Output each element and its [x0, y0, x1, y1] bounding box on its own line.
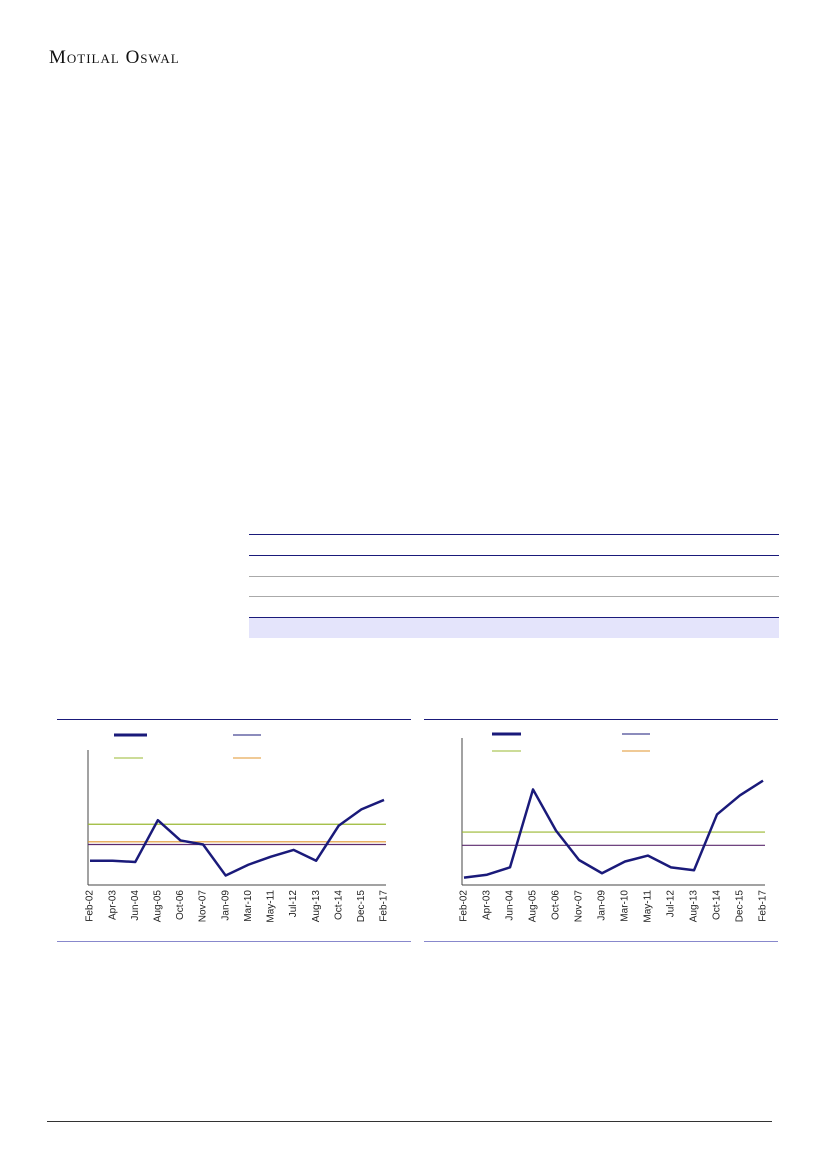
x-tick-label: Feb-17	[379, 890, 390, 922]
x-tick-label: Jul-12	[666, 890, 677, 918]
chart-rule	[424, 941, 778, 942]
x-tick-label: Mar-10	[243, 890, 254, 922]
x-tick-label: Jan-09	[597, 890, 608, 921]
x-tick-label: Oct-14	[333, 890, 344, 920]
footer-rule	[47, 1121, 772, 1122]
x-tick-label: Feb-02	[85, 890, 96, 922]
series-line	[90, 798, 385, 877]
x-tick-label: Mar-10	[620, 890, 631, 922]
chart-rule	[57, 719, 411, 720]
x-tick-label: Oct-14	[712, 890, 723, 920]
chart-rule	[57, 941, 411, 942]
x-tick-label: Aug-13	[311, 890, 322, 923]
x-tick-label: Jul-12	[288, 890, 299, 918]
brand: Motilal Oswal	[49, 47, 180, 68]
table-rule	[249, 555, 779, 556]
x-tick-label: Jun-04	[130, 890, 141, 921]
chart: Feb-02 Apr-03 Jun-04 Aug-05 Oct-06 Nov-07 Jan-…	[459, 732, 769, 923]
x-tick-label: May-11	[266, 890, 277, 923]
chart-rule	[424, 719, 778, 720]
table-total-row	[249, 617, 779, 638]
x-tick-label: Aug-05	[528, 890, 539, 923]
table-rule	[249, 534, 779, 535]
x-tick-label: Feb-17	[758, 890, 769, 922]
x-tick-label: Jan-09	[220, 890, 231, 921]
x-tick-label: Feb-02	[459, 890, 470, 922]
x-tick-label: Apr-03	[107, 890, 118, 920]
x-tick-label: Dec-15	[356, 890, 367, 923]
x-tick-label: Dec-15	[735, 890, 746, 923]
table-rule	[249, 596, 779, 597]
x-tick-label: Aug-05	[152, 890, 163, 923]
x-tick-label: Aug-13	[689, 890, 700, 923]
x-tick-label: Nov-07	[198, 890, 209, 923]
x-tick-label: Oct-06	[175, 890, 186, 920]
series-line	[463, 779, 764, 879]
x-tick-label: May-11	[643, 890, 654, 923]
table-rule	[249, 576, 779, 577]
x-tick-label: Apr-03	[482, 890, 493, 920]
x-tick-label: Nov-07	[574, 890, 585, 923]
x-tick-label: Oct-06	[551, 890, 562, 920]
chart: Feb-02 Apr-03 Jun-04 Aug-05 Oct-06 Nov-07 Jan-…	[85, 733, 390, 923]
x-tick-label: Jun-04	[505, 890, 516, 921]
